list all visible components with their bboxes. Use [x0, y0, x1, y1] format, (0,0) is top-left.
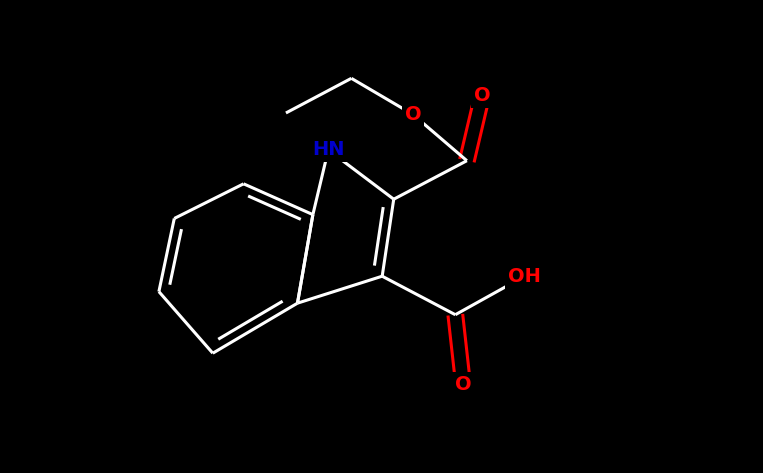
Text: HN: HN	[312, 140, 345, 159]
Text: OH: OH	[508, 267, 541, 286]
Text: O: O	[404, 105, 421, 124]
Text: O: O	[474, 86, 491, 105]
Text: O: O	[455, 375, 472, 394]
